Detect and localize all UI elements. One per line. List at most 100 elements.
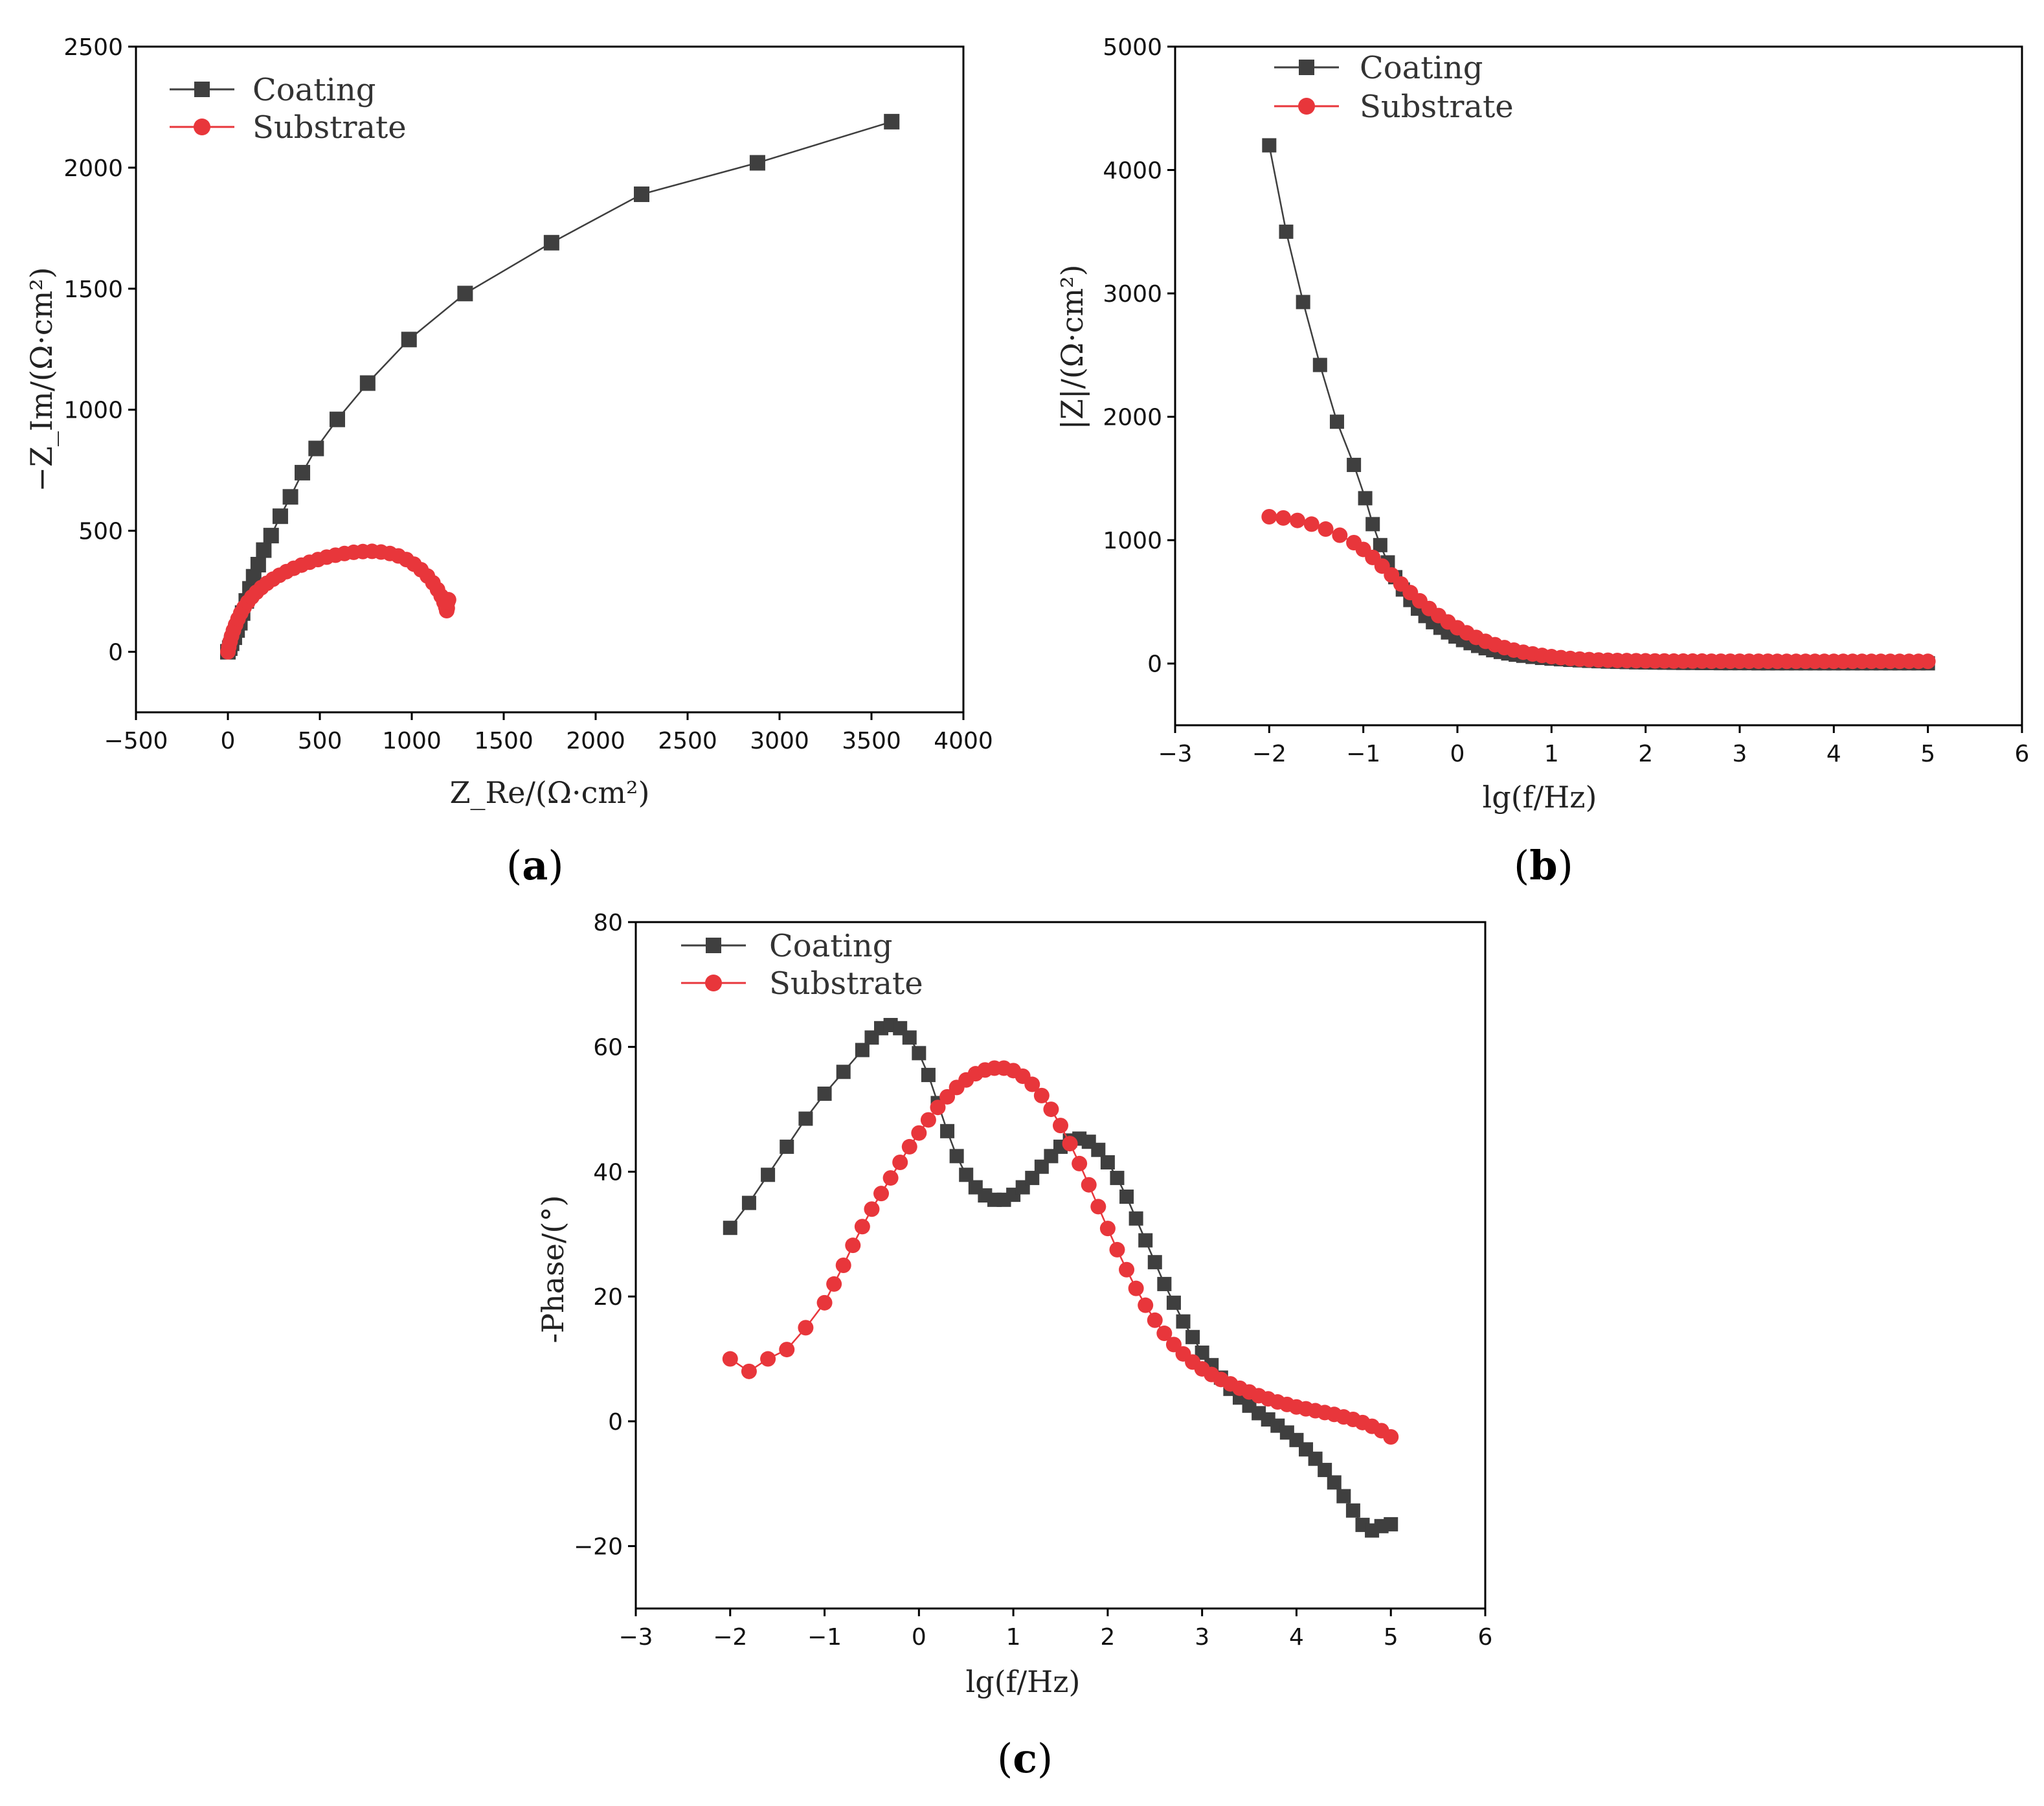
coating-data-point [1147,1255,1162,1270]
coating-data-point [1166,1295,1181,1310]
coating-data-point [1119,1190,1134,1204]
coating-data-point [940,1123,955,1138]
substrate-data-point [440,592,456,608]
panel-a-plot-area: −500 0 500 1000 1500 2000 2500 3000 3500 4000 0 500… [63,34,993,754]
substrate-data-point [741,1363,757,1379]
legend-marker-coating [1299,60,1314,75]
substrate-data-point [1165,1337,1182,1353]
coating-data-point [1091,1142,1106,1157]
substrate-data-point [873,1186,890,1202]
x-tick-label: 0 [912,1624,927,1651]
x-tick-label: 5 [1384,1624,1398,1651]
coating-data-point [836,1065,851,1079]
coating-data-point [959,1168,974,1182]
substrate-data-point [779,1342,795,1358]
x-tick-label: −500 [104,728,168,754]
substrate-data-point [1920,653,1936,670]
x-tick-label: −2 [1252,741,1286,767]
substrate-data-point [760,1351,776,1367]
substrate-series-line [1269,515,1928,662]
substrate-data-point [854,1219,870,1235]
y-tick-label: 3000 [1103,281,1162,308]
y-tick-label: 4000 [1103,158,1162,185]
substrate-data-point [920,1112,936,1128]
panel-a-label: (a) [506,842,564,889]
substrate-data-point [1303,516,1320,532]
x-tick-label: 2500 [658,728,717,754]
y-tick-label: 0 [108,640,123,666]
substrate-data-point [816,1294,833,1311]
coating-data-point [723,1221,737,1236]
substrate-data-point [1072,1155,1088,1171]
x-tick-label: 500 [298,728,343,754]
coating-data-point [329,411,345,427]
coating-data-point [949,1149,964,1164]
substrate-data-point [1119,1261,1135,1278]
substrate-data-point [1062,1136,1078,1152]
y-tick-label: 500 [78,519,123,545]
y-tick-label: 80 [593,910,623,936]
substrate-data-point [826,1276,842,1292]
panel-c: −3 −2 −1 0 1 2 3 4 5 6 −20 0 20 40 60 80 Coating Substr… [535,910,1492,1782]
substrate-data-point [1109,1241,1125,1258]
panel-b-label-letter: b [1529,842,1557,889]
substrate-data-point [901,1138,917,1155]
x-tick-label: −2 [713,1624,747,1651]
coating-series-line [227,120,892,653]
x-tick-label: 1 [1544,741,1559,767]
x-tick-label: 3 [1195,1624,1209,1651]
panel-b-label: (b) [1514,842,1573,889]
x-tick-label: 2 [1100,1624,1115,1651]
x-tick-label: 6 [2015,741,2030,767]
panel-c-plot-frame [635,921,1487,1610]
substrate-data-point [1156,1326,1173,1342]
y-tick-label: 40 [593,1159,623,1186]
panel-b-legend: Coating Substrate [1274,50,1514,125]
coating-data-point [256,542,272,558]
panel-b-plot-area: −3 −2 −1 0 1 2 3 4 5 6 0 1000 2000 3000 4000 5000 [1103,34,2029,767]
coating-data-point [1384,1517,1398,1531]
coating-data-point [282,489,298,505]
y-tick-label: 20 [593,1284,623,1311]
panel-a-y-axis-title: −Z_Im/(Ω·cm²) [24,267,59,491]
panel-c-label: (c) [997,1735,1053,1782]
legend-label-coating: Coating [253,72,376,108]
legend-marker-coating [706,938,721,953]
y-tick-label: 1500 [63,277,123,303]
coating-data-point [359,375,376,391]
substrate-data-point [864,1201,880,1217]
coating-data-point [1347,457,1362,472]
coating-data-point [1296,295,1310,310]
coating-data-point [1308,1451,1323,1466]
coating-data-point [1279,224,1294,239]
coating-data-point [272,508,288,525]
substrate-data-point [1147,1312,1163,1328]
coating-data-point [295,464,311,480]
coating-series-line [1268,145,1928,664]
substrate-data-point [1043,1101,1059,1118]
coating-data-point [902,1030,917,1045]
legend-label-substrate: Substrate [1360,89,1514,125]
panel-b: −3 −2 −1 0 1 2 3 4 5 6 0 1000 2000 3000 4000 5000 Coati… [1055,34,2029,889]
x-tick-label: 5 [1920,741,1935,767]
panel-b-plot-frame [1174,45,2023,727]
legend-label-substrate: Substrate [769,965,923,1002]
substrate-data-point [1318,521,1334,537]
x-tick-label: −3 [618,1624,653,1651]
panel-c-legend: Coating Substrate [681,928,923,1002]
coating-data-point [1365,517,1380,532]
x-tick-label: 2000 [566,728,625,754]
legend-marker-coating [194,82,210,97]
coating-data-point [1157,1276,1172,1291]
coating-data-point [780,1139,794,1154]
legend-marker-substrate [194,119,210,135]
coating-data-point [1329,414,1344,429]
y-tick-label: 2000 [63,155,123,182]
coating-data-point [1312,357,1327,372]
substrate-data-point [911,1125,927,1141]
x-tick-label: −1 [1346,741,1380,767]
coating-data-point [1129,1211,1143,1226]
substrate-data-point [835,1258,851,1273]
substrate-data-point [1090,1199,1106,1215]
x-tick-label: 3 [1733,741,1747,767]
